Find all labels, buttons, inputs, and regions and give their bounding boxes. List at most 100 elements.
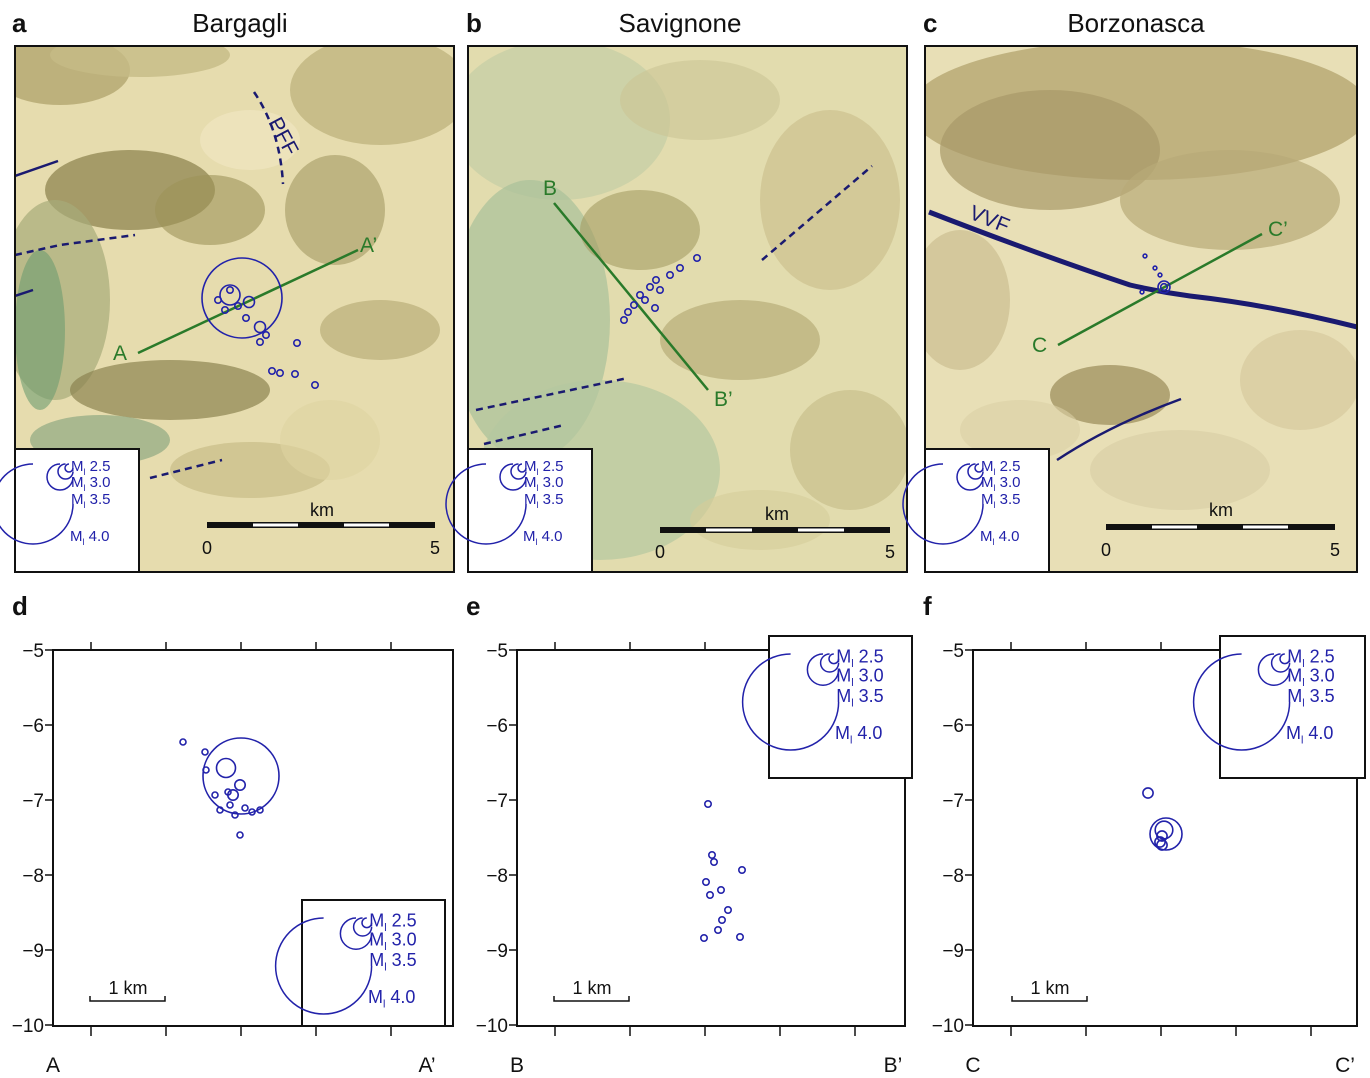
event-circle <box>219 284 241 306</box>
scale-max-a: 5 <box>430 538 440 558</box>
legend-label: Ml 4.0 <box>835 723 882 747</box>
event-circle <box>645 282 654 291</box>
event-circle <box>201 257 283 339</box>
section-panel-f: −5 −6 −7 −8 −9 −10 1 km Ml 2.5Ml 3.0Ml 3… <box>932 635 1366 1077</box>
legend-label: Ml 4.0 <box>1286 723 1333 747</box>
event-circle <box>640 295 649 304</box>
y-tick: −8 <box>22 866 44 887</box>
magnitude-legend-e: Ml 2.5Ml 3.0Ml 3.5 Ml 4.0 <box>741 635 913 779</box>
map-panel-b: B B’ km 0 5 Ml 2.5Ml 3.0Ml 3.5 Ml 4.0 <box>445 45 908 573</box>
magnitude-legend-d: Ml 2.5Ml 3.0Ml 3.5 Ml 4.0 <box>274 899 446 1027</box>
y-tick: −10 <box>932 1016 964 1037</box>
event-circle <box>267 366 276 375</box>
section-label-a-prime: A’ <box>360 234 377 257</box>
legend-label: Ml 4.0 <box>523 528 563 547</box>
scale-bar-a: km 0 5 <box>202 500 440 558</box>
scale-min-c: 0 <box>1101 540 1111 560</box>
event-circle <box>735 932 744 941</box>
event-circle <box>619 315 628 324</box>
legend-label: Ml 3.5 <box>71 491 111 510</box>
event-circle <box>713 925 722 934</box>
legend-magnitude-circle <box>1257 653 1291 686</box>
legend-magnitude-circle <box>0 463 74 545</box>
scale-label-f: 1 km <box>1030 978 1069 998</box>
legend-magnitude-circle <box>57 463 74 480</box>
legend-label: Ml 2.5 <box>524 458 564 477</box>
legend-label: Ml 2.5 <box>71 458 111 477</box>
legend-label: Ml 3.0 <box>369 930 416 954</box>
legend-label: Ml 3.5 <box>836 686 883 710</box>
section-label-b-prime: B’ <box>714 388 733 411</box>
legend-magnitude-circle <box>499 463 527 491</box>
event-circle <box>226 285 235 294</box>
scale-label-e: 1 km <box>572 978 611 998</box>
event-circle <box>224 788 232 796</box>
terrain-c <box>925 46 1357 572</box>
legend-frame <box>924 448 1050 573</box>
event-circle <box>650 303 659 312</box>
legend-label: Ml 3.0 <box>524 474 564 493</box>
legend-magnitude-circle <box>741 653 840 751</box>
legend-frame <box>467 448 593 573</box>
event-circle <box>635 290 644 299</box>
event-circle <box>699 933 708 942</box>
event-circle <box>655 285 664 294</box>
magnitude-legend-f: Ml 2.5Ml 3.0Ml 3.5 Ml 4.0 <box>1192 635 1366 779</box>
y-tick: −7 <box>942 791 964 812</box>
event-circle <box>292 338 301 347</box>
y-ticks-d: −5 −6 −7 −8 −9 −10 <box>12 641 44 1037</box>
event-circle <box>1157 272 1163 278</box>
section-label-c-prime: C’ <box>1268 218 1288 241</box>
legend-magnitude-circle <box>956 463 984 491</box>
legend-magnitude-circle <box>445 463 527 545</box>
event-circle <box>703 799 712 808</box>
section-label-c: C <box>1032 334 1047 357</box>
legend-magnitude-circle <box>1192 653 1291 751</box>
legend-label: Ml 4.0 <box>70 528 110 547</box>
legend-label: Ml 2.5 <box>1287 646 1334 670</box>
event-circle <box>234 301 243 310</box>
scale-bar-d: 1 km <box>89 978 166 1002</box>
legend-magnitude-circle <box>64 463 74 473</box>
scale-bar-f: 1 km <box>1011 978 1088 1002</box>
y-ticks-f: −5 −6 −7 −8 −9 −10 <box>932 641 964 1037</box>
legend-label: Ml 3.5 <box>524 491 564 510</box>
event-circle <box>310 380 319 389</box>
event-circle <box>255 337 264 346</box>
legend-magnitude-circle <box>510 463 527 480</box>
event-circle <box>665 270 674 279</box>
event-circle <box>675 263 684 272</box>
event-circle <box>202 766 210 774</box>
y-tick: −7 <box>22 791 44 812</box>
legend-magnitude-circle <box>352 917 373 937</box>
y-tick: −9 <box>486 941 508 962</box>
map-panel-a: PFF A A’ km 0 5 Ml 2.5Ml 3.0Ml 3.5Ml 4.0 <box>0 45 455 573</box>
section-end-e: B’ <box>884 1054 903 1077</box>
legend-magnitude-circle <box>361 917 373 929</box>
legend-frame <box>301 899 446 1027</box>
y-tick: −5 <box>486 641 508 662</box>
event-circle <box>202 737 280 815</box>
event-circle <box>236 831 244 839</box>
event-circle <box>651 275 660 284</box>
legend-label: Ml 3.5 <box>981 491 1021 510</box>
legend-label: Ml 2.5 <box>836 646 883 670</box>
event-circle <box>701 877 710 886</box>
event-circle <box>1142 787 1154 799</box>
section-panel-e: −5 −6 −7 −8 −9 −10 1 km Ml 2.5Ml 3.0Ml 3… <box>476 635 913 1077</box>
event-circle <box>253 320 267 334</box>
y-tick: −9 <box>22 941 44 962</box>
y-tick: −9 <box>942 941 964 962</box>
event-circle <box>1159 282 1169 292</box>
event-circle <box>231 811 239 819</box>
map-panel-c: VVF C C’ km 0 5 Ml 2.5Ml 3.0Ml 3.5Ml 4.0 <box>902 45 1358 573</box>
scale-bar-c: km 0 5 <box>1101 500 1340 560</box>
panel-letter-e: e <box>466 591 480 621</box>
y-tick: −6 <box>942 716 964 737</box>
scale-unit-a: km <box>310 500 334 520</box>
section-label-b: B <box>543 177 557 200</box>
event-circle <box>226 801 234 809</box>
event-circle <box>705 890 714 899</box>
event-circle <box>179 738 187 746</box>
event-circle <box>716 885 725 894</box>
